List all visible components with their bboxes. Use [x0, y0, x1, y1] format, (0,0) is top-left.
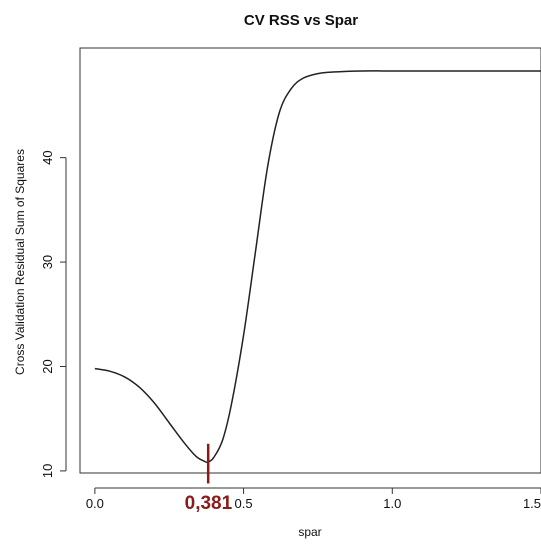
x-tick-label: 1.0	[383, 496, 401, 511]
x-tick-label: 0.0	[86, 496, 104, 511]
y-tick-label: 10	[40, 464, 55, 478]
x-axis: 0.0 0.5 1.0 1.5	[86, 487, 541, 511]
y-axis: 10 20 30 40	[40, 150, 67, 478]
series-line	[94, 70, 541, 464]
x-axis-label: spar	[298, 525, 321, 539]
x-tick-label: 0.5	[235, 496, 253, 511]
y-tick-label: 20	[40, 359, 55, 373]
plot-frame	[79, 47, 541, 474]
min-spar-label: 0,381	[185, 493, 233, 514]
y-tick-label: 40	[40, 150, 55, 164]
y-tick-label: 30	[40, 255, 55, 269]
x-tick-label: 1.5	[523, 496, 541, 511]
chart-title: CV RSS vs Spar	[244, 12, 358, 29]
y-axis-label: Cross Validation Residual Sum of Squares	[13, 149, 27, 375]
